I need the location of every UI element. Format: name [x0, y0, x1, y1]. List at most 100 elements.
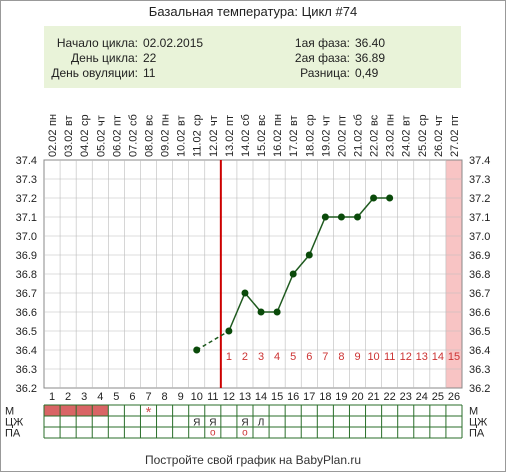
x-axis-days: 1 2 3 4 5 6 7 8 9 10 11 12 13 14 15 16 17 18 19 20 21 22 23 24 2… — [49, 391, 460, 403]
x-tick-label: 10 — [191, 391, 203, 403]
difference-value: 0,49 — [355, 66, 379, 80]
y-tick-label-right: 37.0 — [469, 231, 490, 243]
y-tick-label-right: 36.8 — [469, 269, 490, 281]
date-label: 21.02 — [353, 129, 365, 157]
y-tick-label-left: 36.2 — [16, 383, 37, 395]
luteal-day-label: 14 — [432, 351, 444, 363]
date-label: 04.02 — [79, 129, 91, 157]
x-tick-label: 23 — [400, 391, 412, 403]
x-tick-label: 4 — [97, 391, 103, 403]
x-tick-label: 15 — [271, 391, 283, 403]
date-header: пн 02.02 вт 03.02 ср 04.02 чт 05.02 пт 06.02 сб 07.… — [47, 114, 461, 157]
series-segment — [244, 292, 262, 313]
chart-title: Базальная температура: Цикл #74 — [149, 4, 357, 19]
y-tick-label-right: 36.2 — [469, 383, 490, 395]
series-segment — [228, 292, 246, 332]
x-tick-label: 13 — [239, 391, 251, 403]
date-label: 26.02 — [433, 129, 445, 157]
mucus-mark: Л — [258, 418, 265, 429]
weekday-label: пт — [449, 115, 461, 126]
x-tick-label: 26 — [448, 391, 460, 403]
luteal-day-label: 5 — [290, 351, 296, 363]
luteal-day-label: 6 — [306, 351, 312, 363]
series-segment — [308, 216, 327, 256]
data-point — [337, 213, 345, 221]
menses-cell — [92, 405, 109, 416]
data-point — [225, 327, 233, 335]
luteal-day-labels: 1 2 3 4 5 6 7 8 9 10 11 12 13 14 15 — [226, 351, 460, 363]
menses-cell — [60, 405, 77, 416]
y-tick-label-right: 37.2 — [469, 193, 490, 205]
data-point — [354, 213, 361, 221]
difference-label: Разница: — [300, 66, 350, 80]
date-label: 13.02 — [224, 129, 236, 157]
date-label: 16.02 — [272, 129, 284, 157]
x-tick-label: 21 — [367, 391, 379, 403]
y-tick-label-right: 36.6 — [469, 307, 490, 319]
row-label-left: М — [5, 406, 14, 418]
y-tick-label-right: 36.3 — [469, 364, 490, 376]
date-label: 11.02 — [192, 130, 204, 157]
date-label: 07.02 — [127, 129, 139, 157]
data-point — [273, 308, 281, 316]
weekday-label: вс — [369, 114, 381, 126]
date-label: 15.02 — [256, 129, 268, 157]
temperature-series — [193, 194, 394, 354]
luteal-day-label: 7 — [322, 351, 328, 363]
luteal-day-label: 1 — [226, 351, 232, 363]
luteal-day-label: 8 — [338, 351, 344, 363]
weekday-label: пн — [385, 114, 397, 126]
weekday-label: пт — [224, 115, 236, 126]
series-segment — [276, 273, 294, 313]
date-label: 05.02 — [95, 129, 107, 157]
info-panel-bg — [44, 26, 461, 88]
y-tick-label-right: 36.9 — [469, 250, 490, 262]
x-tick-label: 9 — [178, 391, 184, 403]
luteal-day-label: 10 — [367, 351, 379, 363]
data-point — [193, 346, 201, 354]
x-tick-label: 5 — [113, 391, 119, 403]
x-tick-label: 17 — [303, 391, 315, 403]
series-segment — [292, 254, 310, 275]
plot-grid — [43, 159, 463, 389]
x-tick-label: 20 — [351, 391, 363, 403]
luteal-day-label: 13 — [416, 351, 428, 363]
weekday-label: ср — [304, 114, 316, 126]
x-tick-label: 1 — [49, 391, 55, 403]
date-label: 08.02 — [144, 129, 156, 157]
y-tick-label-left: 36.5 — [16, 326, 37, 338]
ovulation-day-value: 11 — [143, 66, 156, 80]
date-label: 12.02 — [208, 129, 220, 157]
data-point — [321, 213, 329, 221]
weekday-label: вт — [176, 115, 188, 126]
weekday-label: сб — [240, 114, 252, 126]
y-tick-label-left: 36.6 — [16, 307, 37, 319]
weekday-label: пн — [47, 114, 59, 126]
intercourse-mark: o — [242, 428, 248, 439]
footer-text: Постройте свой график на BabyPlan.ru — [145, 453, 361, 467]
phase2-label: 2ая фаза: — [295, 51, 350, 65]
weekday-label: вт — [288, 115, 300, 126]
cycle-day-label: День цикла: — [71, 51, 138, 65]
weekday-label: ср — [79, 114, 91, 126]
x-tick-label: 19 — [335, 391, 347, 403]
x-tick-label: 24 — [416, 391, 428, 403]
data-point — [289, 270, 297, 278]
cycle-day-value: 22 — [143, 51, 157, 65]
x-tick-label: 14 — [255, 391, 267, 403]
weekday-label: чт — [95, 115, 107, 126]
x-tick-label: 7 — [145, 391, 151, 403]
menses-cell — [44, 405, 61, 416]
phase1-value: 36.40 — [355, 36, 385, 50]
luteal-day-label: 15 — [448, 351, 460, 363]
date-label: 25.02 — [417, 129, 429, 157]
data-point — [241, 289, 249, 297]
x-tick-label: 8 — [162, 391, 168, 403]
data-point — [257, 308, 265, 316]
x-tick-label: 22 — [384, 391, 396, 403]
series-segment — [356, 197, 375, 218]
y-axis-right: 36.2 36.3 36.4 36.5 36.6 36.7 36.8 36.9 37.0 37.1… — [469, 155, 490, 395]
date-label: 10.02 — [176, 129, 188, 157]
